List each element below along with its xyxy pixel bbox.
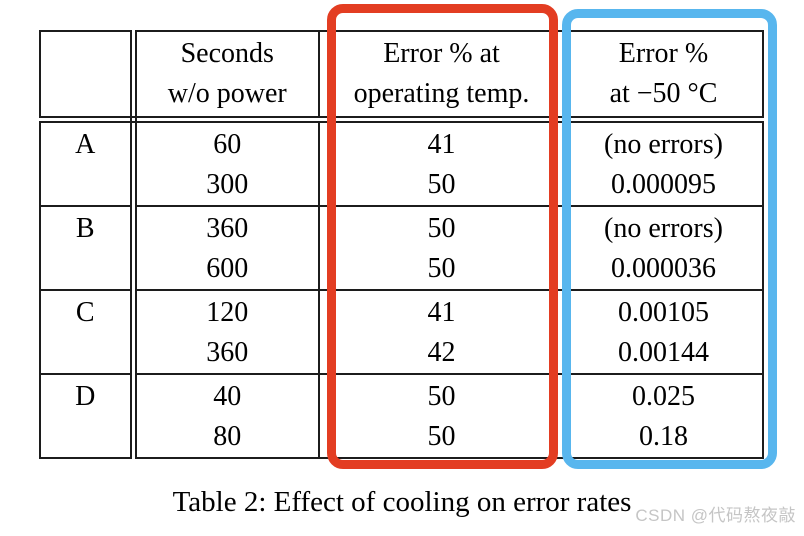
cell-value: 41 <box>427 297 456 328</box>
header-cell-error-cold: Error % at −50 °C <box>563 30 764 123</box>
cell-value: 60 <box>213 129 242 160</box>
cell-value: 0.000036 <box>611 253 716 284</box>
cell-value: 120 <box>206 297 249 328</box>
cell-error-cold: (no errors) 0.000095 <box>563 118 764 207</box>
cell-error-operating: 41 42 <box>318 289 565 375</box>
cell-error-operating: 41 50 <box>318 118 565 207</box>
cell-value: 0.18 <box>639 421 688 452</box>
header-error-cold-line2: at −50 °C <box>609 78 718 109</box>
cell-seconds: 360 600 <box>132 205 320 291</box>
table-row-a: A 60 300 41 50 (no errors) 0.000095 <box>39 118 764 207</box>
cell-value: 41 <box>427 129 456 160</box>
cell-value: 0.00105 <box>618 297 709 328</box>
header-cell-seconds: Seconds w/o power <box>132 30 320 123</box>
cell-value: 300 <box>206 169 249 200</box>
cell-seconds: 60 300 <box>132 118 320 207</box>
cell-value: 360 <box>206 213 249 244</box>
cell-value: 600 <box>206 253 249 284</box>
cell-value: 50 <box>427 253 456 284</box>
cell-value: 50 <box>427 169 456 200</box>
table-row-b: B 360 600 50 50 (no errors) 0.000036 <box>39 205 764 291</box>
cell-value: 40 <box>213 381 242 412</box>
cooling-error-table: Seconds w/o power Error % at operating t… <box>39 30 764 459</box>
cell-value: 50 <box>427 421 456 452</box>
cell-seconds: 40 80 <box>132 373 320 459</box>
row-label: A <box>39 118 137 207</box>
cell-value: 50 <box>427 213 456 244</box>
header-cell-error-operating: Error % at operating temp. <box>318 30 565 123</box>
row-label-text: D <box>75 381 96 412</box>
header-error-operating-line1: Error % at <box>383 38 500 69</box>
row-label: B <box>39 205 137 291</box>
table-header: Seconds w/o power Error % at operating t… <box>39 30 764 123</box>
cell-value: 80 <box>213 421 242 452</box>
cell-value: 0.000095 <box>611 169 716 200</box>
header-row: Seconds w/o power Error % at operating t… <box>39 30 764 123</box>
header-cell-empty <box>39 30 137 123</box>
watermark: CSDN @代码熬夜敲 <box>635 506 796 525</box>
table-row-d: D 40 80 50 50 0.025 0.18 <box>39 373 764 459</box>
cell-value: 360 <box>206 337 249 368</box>
cell-error-cold: (no errors) 0.000036 <box>563 205 764 291</box>
header-error-operating-line2: operating temp. <box>353 78 530 109</box>
table-row-c: C 120 360 41 42 0.00105 0.00144 <box>39 289 764 375</box>
row-label: D <box>39 373 137 459</box>
row-label-text: A <box>75 129 96 160</box>
header-seconds-line2: w/o power <box>167 78 287 109</box>
cell-value: 0.025 <box>632 381 695 412</box>
cell-value: 50 <box>427 381 456 412</box>
header-seconds-line1: Seconds <box>180 38 274 69</box>
cell-error-operating: 50 50 <box>318 373 565 459</box>
cell-seconds: 120 360 <box>132 289 320 375</box>
row-label-text: B <box>75 213 95 244</box>
cell-value: 42 <box>427 337 456 368</box>
cell-error-cold: 0.025 0.18 <box>563 373 764 459</box>
cell-error-operating: 50 50 <box>318 205 565 291</box>
table-body: A 60 300 41 50 (no errors) 0.000095 B 36… <box>39 118 764 459</box>
cell-value: (no errors) <box>604 129 723 160</box>
cell-value: 0.00144 <box>618 337 709 368</box>
row-label: C <box>39 289 137 375</box>
row-label-text: C <box>75 297 95 328</box>
table-caption: Table 2: Effect of cooling on error rate… <box>172 486 632 518</box>
header-error-cold-line1: Error % <box>618 38 709 69</box>
cell-value: (no errors) <box>604 213 723 244</box>
cell-error-cold: 0.00105 0.00144 <box>563 289 764 375</box>
